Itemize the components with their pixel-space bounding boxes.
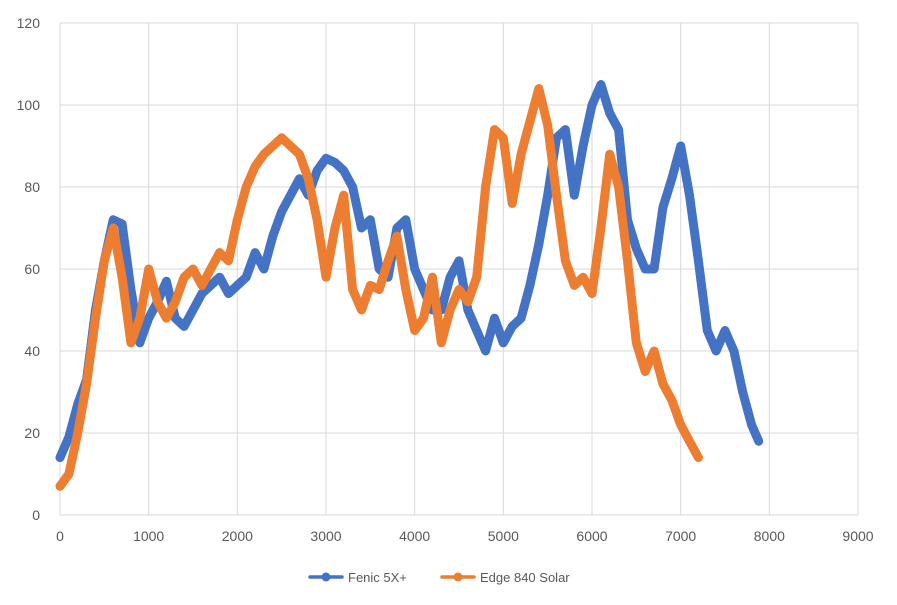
x-tick-label: 0 [56, 528, 64, 544]
y-tick-label: 80 [24, 179, 40, 195]
x-tick-label: 9000 [842, 528, 873, 544]
y-tick-label: 40 [24, 343, 40, 359]
x-axis-ticks: 0 1000 2000 3000 4000 5000 6000 7000 8000 9000 [56, 528, 874, 544]
x-tick-label: 1000 [133, 528, 164, 544]
series-lines [55, 80, 764, 491]
x-tick-label: 2000 [222, 528, 253, 544]
x-tick-label: 4000 [399, 528, 430, 544]
x-tick-label: 6000 [576, 528, 607, 544]
y-tick-label: 20 [24, 425, 40, 441]
x-tick-label: 5000 [488, 528, 519, 544]
legend-label-edge: Edge 840 Solar [480, 570, 570, 585]
x-tick-label: 8000 [754, 528, 785, 544]
y-tick-label: 60 [24, 261, 40, 277]
series-line-0 [55, 80, 764, 463]
legend-item-edge: Edge 840 Solar [440, 570, 570, 585]
y-tick-label: 120 [17, 15, 41, 31]
series-line-1 [55, 84, 703, 491]
y-tick-label: 0 [32, 507, 40, 523]
y-tick-label: 100 [17, 97, 41, 113]
y-axis-ticks: 0 20 40 60 80 100 120 [17, 15, 41, 523]
legend-item-fenic: Fenic 5X+ [308, 570, 407, 585]
x-tick-label: 7000 [665, 528, 696, 544]
legend-label-fenic: Fenic 5X+ [348, 570, 407, 585]
legend: Fenic 5X+ Edge 840 Solar [308, 570, 570, 585]
x-tick-label: 3000 [310, 528, 341, 544]
